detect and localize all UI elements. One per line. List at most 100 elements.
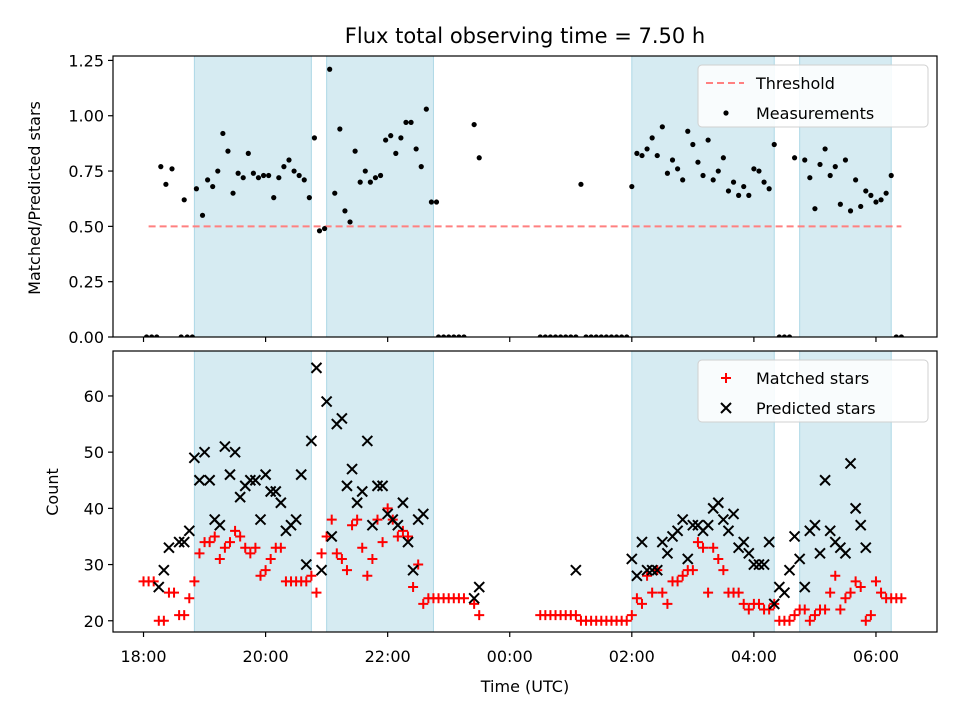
predicted-stars-point xyxy=(402,536,414,548)
measurement-point xyxy=(542,334,548,337)
measurement-point xyxy=(883,190,889,196)
measurement-point xyxy=(260,172,267,179)
shaded-interval xyxy=(193,55,312,338)
matched-stars-point xyxy=(804,615,815,626)
matched-stars-point xyxy=(692,537,703,548)
predicted-stars-point xyxy=(722,525,735,537)
predicted-stars-point xyxy=(249,474,262,486)
measurement-point xyxy=(471,121,477,128)
measurement-point xyxy=(583,334,589,337)
matched-stars-point xyxy=(352,514,363,525)
measurement-point xyxy=(408,119,414,125)
measurement-point xyxy=(337,126,343,132)
measurement-point xyxy=(149,334,155,337)
x-tick-label: 02:00 xyxy=(609,647,655,666)
measurement-point xyxy=(143,334,150,337)
matched-stars-point xyxy=(820,604,831,615)
matched-stars-point xyxy=(347,520,358,531)
predicted-stars-point xyxy=(570,564,582,576)
measurement-point xyxy=(639,152,645,159)
matched-stars-point xyxy=(301,576,312,587)
measurement-point xyxy=(619,334,625,337)
predicted-stars-point xyxy=(814,547,826,560)
predicted-stars-point xyxy=(295,468,307,481)
predicted-stars-point xyxy=(712,497,724,509)
measurement-point xyxy=(291,168,297,174)
top-y-axis-label: Matched/Predicted stars xyxy=(25,101,44,295)
measurement-point xyxy=(898,334,904,337)
predicted-stars-point xyxy=(326,530,338,543)
measurement-point xyxy=(413,146,419,152)
measurement-point xyxy=(446,334,452,337)
shaded-interval xyxy=(326,55,434,338)
matched-stars-point xyxy=(169,587,180,598)
axes-frame xyxy=(112,55,938,338)
predicted-stars-point xyxy=(743,547,755,560)
matched-stars-point xyxy=(703,587,714,598)
measurement-point xyxy=(321,225,328,232)
matched-stars-point xyxy=(743,604,754,615)
measurement-point xyxy=(266,172,272,179)
measurement-point xyxy=(271,195,277,201)
measurement-point xyxy=(230,190,236,196)
measurement-point xyxy=(558,334,564,337)
measurement-point xyxy=(827,172,833,179)
measurement-point xyxy=(563,334,569,337)
measurement-point xyxy=(598,334,604,337)
matched-stars-point xyxy=(382,503,393,514)
measurement-point xyxy=(807,175,813,181)
measurement-point xyxy=(776,334,782,337)
matched-stars-point xyxy=(250,542,261,553)
predicted-stars-point xyxy=(407,564,419,576)
predicted-stars-point xyxy=(183,525,196,537)
x-tick-label: 06:00 xyxy=(853,647,899,666)
shaded-interval xyxy=(326,350,434,633)
measurement-point xyxy=(316,228,323,234)
predicted-stars-point xyxy=(178,536,190,548)
measurement-point xyxy=(593,334,599,337)
matched-stars-point xyxy=(179,610,190,621)
measurement-point xyxy=(398,135,404,141)
matched-stars-point xyxy=(235,531,246,542)
matched-stars-point xyxy=(458,593,469,604)
measurement-point xyxy=(786,334,793,337)
matched-stars-point xyxy=(311,587,322,598)
measurement-point xyxy=(342,208,348,214)
bottom-y-axis-label: Count xyxy=(43,468,62,516)
matched-stars-point xyxy=(408,582,419,593)
predicted-stars-point xyxy=(275,497,287,509)
matched-stars-point xyxy=(789,610,800,621)
predicted-stars-point xyxy=(361,435,374,447)
predicted-stars-point xyxy=(738,536,750,548)
predicted-stars-point xyxy=(783,564,796,576)
predicted-stars-point xyxy=(336,412,348,425)
matched-stars-point xyxy=(194,548,205,559)
measurement-point xyxy=(205,177,211,183)
matched-stars-point xyxy=(326,514,337,525)
matched-stars-point xyxy=(626,610,637,621)
predicted-stars-point xyxy=(224,468,236,481)
measurement-point xyxy=(537,334,543,337)
matched-stars-point xyxy=(677,570,688,581)
measurement-point xyxy=(573,334,579,337)
measurement-point xyxy=(178,334,184,337)
measurement-point xyxy=(863,188,869,194)
predicted-stars-point xyxy=(682,553,694,565)
measurement-point xyxy=(644,146,650,152)
predicted-stars-point xyxy=(646,564,658,576)
matched-stars-point xyxy=(835,604,846,615)
measurement-point xyxy=(710,177,716,183)
predicted-stars-point xyxy=(305,435,318,447)
matched-stars-point xyxy=(230,525,241,536)
measurement-point xyxy=(250,170,256,176)
matched-stars-point xyxy=(403,531,414,542)
measurement-point xyxy=(199,212,206,218)
measurement-point xyxy=(225,148,231,154)
measurement-point xyxy=(715,168,721,174)
y-tick-label: 0.50 xyxy=(68,217,104,236)
matched-stars-point xyxy=(850,576,861,587)
y-tick-label: 0.25 xyxy=(68,273,104,292)
y-tick-label: 0.00 xyxy=(68,328,104,347)
matched-stars-point xyxy=(687,565,698,576)
measurement-point xyxy=(674,166,681,172)
